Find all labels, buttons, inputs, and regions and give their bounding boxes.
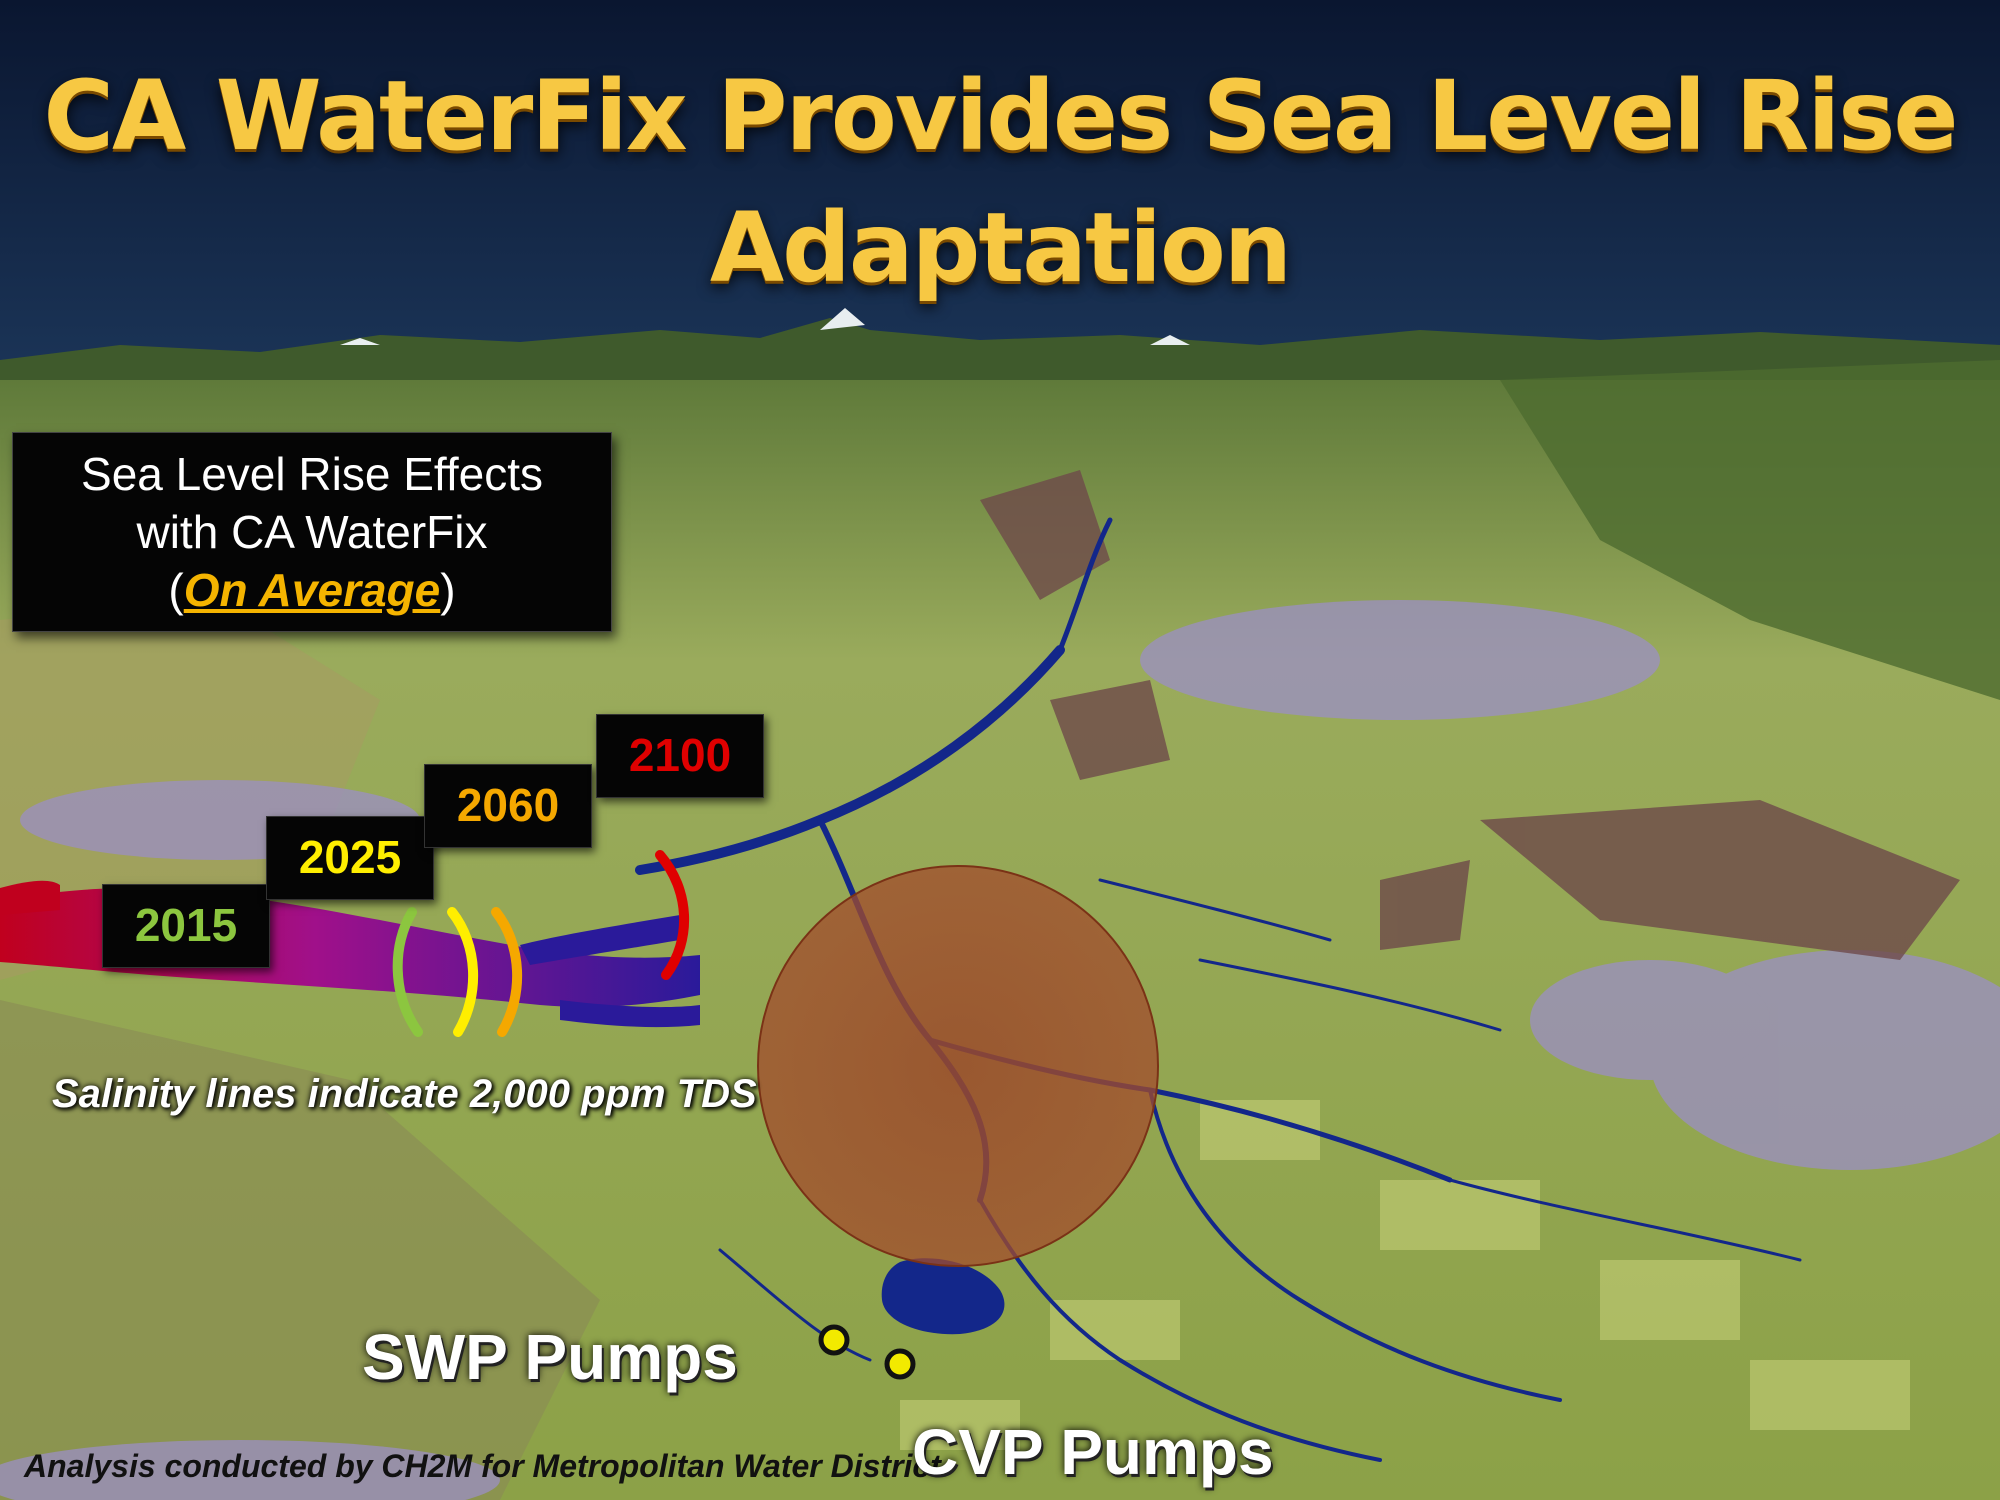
legend-line-1: Sea Level Rise Effects [81,448,543,500]
clifton-court-forebay [881,1258,1005,1335]
salinity-lines [392,850,689,1037]
farmland-dark [980,470,1960,960]
sky [0,0,2000,380]
on-average-label: On Average [183,564,441,616]
paren-close: ) [440,564,456,616]
farm-patches [900,1100,1910,1450]
year-label-2015: 2015 [102,884,270,968]
hills-southwest [0,1000,600,1500]
salinity-note: Salinity lines indicate 2,000 ppm TDS [52,1072,757,1116]
north-delta-intake-zone [757,865,1159,1267]
paren-open: ( [168,564,184,616]
urban-areas [0,600,2000,1500]
legend-line-3: (On Average) [13,561,611,619]
page-title-line-2: Adaptation [709,192,1292,304]
legend-box: Sea Level Rise Effects with CA WaterFix … [12,432,612,632]
salinity-line-2060 [491,907,522,1037]
year-label-2025: 2025 [266,816,434,900]
foothills-east [1500,360,2000,700]
legend-line-2: with CA WaterFix [136,506,488,558]
salinity-line-2025 [447,907,478,1037]
cvp-pump-marker [884,1348,916,1380]
pump-markers [818,1324,916,1380]
salinity-line-2100 [655,850,689,980]
cvp-pumps-label: CVP Pumps [912,1416,1274,1488]
swp-pumps-label: SWP Pumps [362,1321,738,1393]
year-label-2060: 2060 [424,764,592,848]
credit-text: Analysis conducted by CH2M for Metropoli… [24,1448,941,1484]
salinity-line-2015 [392,907,423,1037]
page-title-line-1: CA WaterFix Provides Sea Level Rise [43,60,1959,172]
swp-pump-marker [818,1324,850,1356]
year-label-2100: 2100 [596,714,764,798]
